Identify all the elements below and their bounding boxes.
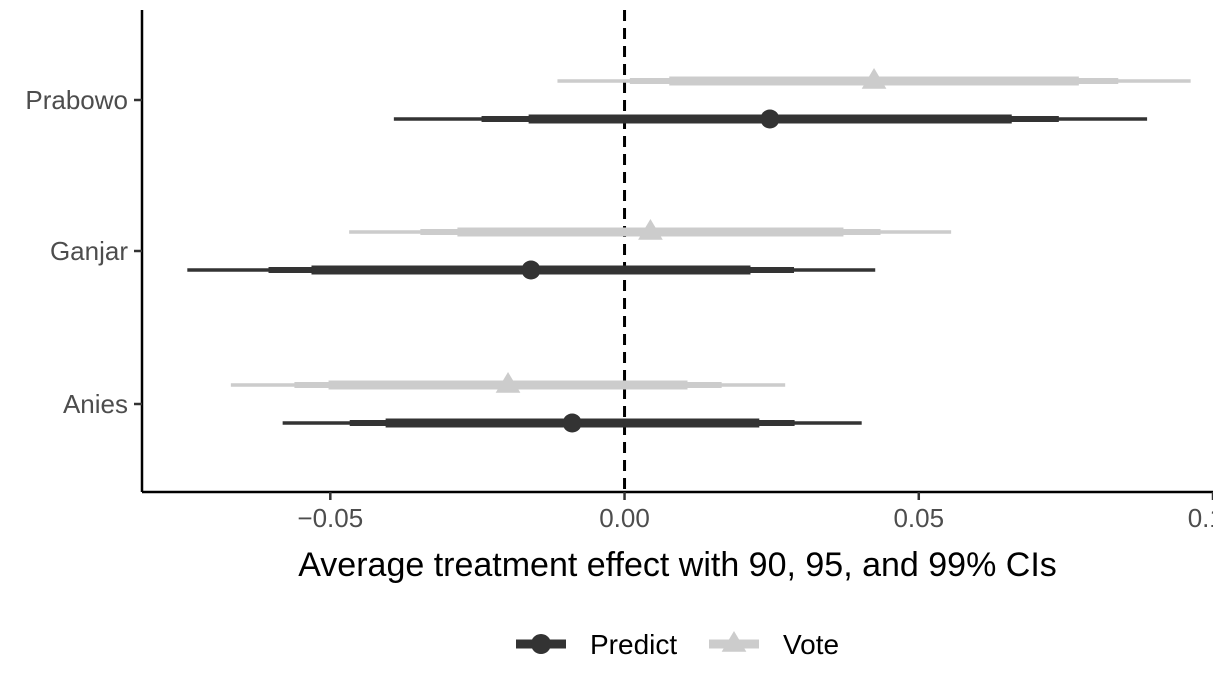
estimate-points-layer	[495, 68, 887, 433]
legend-vote-key-marker	[721, 631, 747, 652]
legend-predict-key-marker	[531, 634, 551, 654]
legend-predict-label: Predict	[590, 629, 677, 660]
vote-anies-estimate	[495, 372, 521, 393]
confidence-intervals-layer	[187, 76, 1191, 428]
vote-prabowo-estimate	[861, 68, 887, 89]
vote-ganjar-estimate	[638, 219, 663, 240]
x-axis-ticks: −0.05 0.00 0.05 0.10	[297, 492, 1213, 533]
x-axis-title: Average treatment effect with 90, 95, an…	[298, 546, 1057, 584]
predict-anies-estimate	[562, 413, 582, 433]
x-tick-label-1: 0.00	[599, 503, 650, 533]
predict-ganjar-estimate	[521, 260, 541, 280]
x-tick-label-0: −0.05	[297, 503, 363, 533]
x-tick-label-2: 0.05	[893, 503, 944, 533]
legend-vote-label: Vote	[783, 629, 839, 660]
y-tick-label-prabowo: Prabowo	[25, 85, 128, 115]
x-tick-label-3: 0.10	[1188, 503, 1213, 533]
y-axis-ticks: Prabowo Ganjar Anies	[25, 85, 142, 419]
legend: Predict Vote	[516, 629, 839, 660]
y-tick-label-ganjar: Ganjar	[50, 236, 128, 266]
predict-prabowo-estimate	[760, 109, 780, 129]
y-tick-label-anies: Anies	[63, 389, 128, 419]
